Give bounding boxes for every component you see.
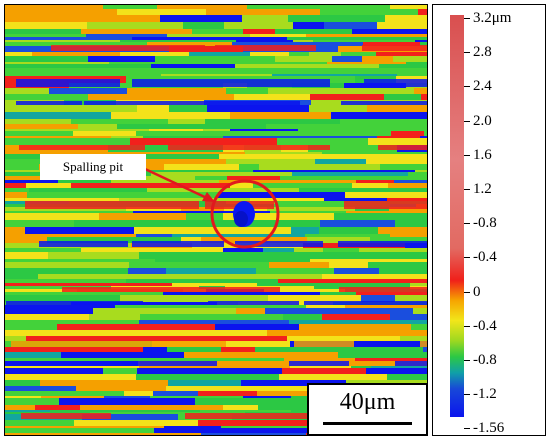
annotation-arrow	[144, 167, 210, 201]
colorbar-tick	[464, 428, 470, 430]
scale-bar-line	[323, 422, 412, 425]
spalling-pit-label: Spalling pit	[40, 154, 146, 180]
scale-bar: 40μm	[307, 383, 428, 436]
colorbar-tick-label: 0	[473, 283, 481, 300]
topography-map	[5, 5, 427, 435]
wear-stripes	[5, 5, 427, 435]
colorbar-tick-label: 2.0	[473, 112, 492, 129]
colorbar-tick	[464, 18, 470, 19]
colorbar-tick	[464, 325, 470, 327]
pit-highlight-circle	[210, 179, 280, 249]
colorbar-tick	[464, 291, 470, 293]
colorbar-tick	[464, 120, 470, 122]
colorbar-tick-label: -1.56	[473, 420, 505, 437]
colorbar-tick	[464, 52, 470, 54]
surface-topography-image	[4, 4, 428, 436]
colorbar-tick-label: 1.2	[473, 181, 492, 197]
colorbar-tick	[464, 189, 470, 190]
colorbar-tick-label: -0.8	[473, 215, 497, 232]
colorbar-tick	[464, 86, 470, 88]
height-colorbar	[450, 15, 464, 417]
colorbar-tick-label: 2.4	[473, 78, 492, 95]
colorbar-tick-label: 3.2μm	[473, 10, 512, 26]
scale-bar-label: 40μm	[339, 389, 396, 415]
colorbar-tick	[464, 154, 470, 156]
colorbar-tick	[464, 223, 470, 225]
colorbar-tick-label: -0.4	[473, 249, 497, 266]
colorbar-tick-label: -0.8	[473, 352, 497, 368]
colorbar-tick	[464, 257, 470, 259]
colorbar-tick-label: -1.2	[473, 386, 497, 403]
colorbar-tick-label: -0.4	[473, 317, 497, 334]
colorbar-tick	[464, 360, 470, 361]
colorbar-tick-label: 2.8	[473, 44, 492, 61]
colorbar-tick	[464, 394, 470, 396]
colorbar-tick-label: 1.6	[473, 146, 492, 163]
